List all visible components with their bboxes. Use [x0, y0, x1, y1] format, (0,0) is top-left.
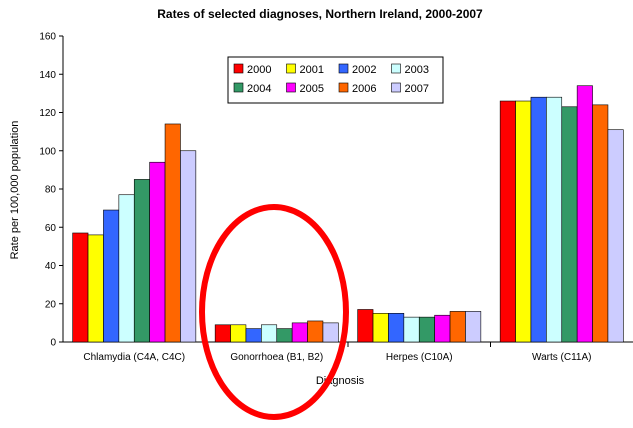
bar-2003	[118, 194, 135, 343]
bar-2007	[322, 322, 339, 343]
legend-label-2004: 2004	[247, 83, 271, 95]
chart-title: Rates of selected diagnoses, Northern Ir…	[157, 7, 483, 21]
bar-2002	[388, 313, 405, 343]
bar-2004	[418, 316, 435, 343]
bar-2004	[276, 328, 293, 343]
legend-swatch-2001	[286, 63, 296, 74]
legend-box	[227, 56, 444, 104]
y-tick-label: 140	[39, 70, 56, 81]
bar-2007	[465, 311, 482, 343]
legend-label-2001: 2001	[300, 64, 324, 76]
bar-2006	[449, 311, 466, 343]
bar-2000	[357, 309, 374, 343]
y-tick-label: 0	[50, 338, 56, 349]
legend-swatch-2005	[286, 82, 296, 93]
legend: 2000 2001 2002 2003 2004 2005 2006 2007	[227, 56, 444, 104]
x-tick-label: Chlamydia (C4A, C4C)	[83, 352, 185, 363]
bar-2001	[515, 100, 532, 343]
y-tick-label: 120	[39, 108, 56, 119]
x-tick-label: Herpes (C10A)	[386, 352, 453, 363]
highlight-ellipse	[199, 204, 349, 420]
bar-2004	[561, 106, 578, 343]
legend-swatch-2004	[233, 82, 244, 93]
bar-2007	[607, 129, 624, 343]
legend-swatch-2002	[338, 63, 349, 74]
bar-2005	[149, 161, 166, 343]
bar-2001	[372, 313, 389, 343]
y-tick-label: 160	[39, 32, 56, 43]
legend-label-2002: 2002	[352, 64, 376, 76]
bar-2006	[592, 104, 609, 343]
legend-swatch-2003	[391, 63, 401, 74]
legend-label-2007: 2007	[405, 83, 429, 95]
y-tick-label: 40	[45, 261, 57, 272]
bar-2002	[245, 328, 262, 343]
y-tick-label: 80	[45, 185, 57, 196]
y-axis-label: Rate per 100,000 population	[9, 121, 21, 260]
bar-2002	[530, 96, 547, 343]
plot-area: 0 20 40 60 80 100 120 140 160 Chlamydia (C4A, C4C…	[39, 32, 633, 363]
bar-2000	[214, 324, 231, 343]
bar-2003	[546, 96, 563, 343]
legend-swatch-2006	[338, 82, 349, 93]
bar-2005	[576, 85, 593, 343]
y-tick-label: 20	[45, 299, 57, 310]
bar-2003	[261, 324, 278, 343]
bar-2004	[133, 179, 150, 343]
bar-2006	[164, 123, 181, 343]
legend-swatch-2007	[391, 82, 401, 93]
bar-2005	[434, 314, 451, 343]
legend-label-2000: 2000	[247, 64, 271, 76]
x-tick-label: Warts (C11A)	[532, 352, 591, 363]
bar-2005	[291, 322, 308, 343]
bar-2001	[230, 324, 247, 343]
y-tick-label: 60	[45, 223, 57, 234]
legend-swatch-2000	[233, 63, 244, 74]
bar-2000	[72, 232, 89, 343]
x-tick-label: Gonorrhoea (B1, B2)	[230, 352, 323, 363]
bar-2003	[403, 316, 420, 343]
bar-2006	[307, 320, 324, 343]
legend-label-2006: 2006	[352, 83, 376, 95]
bar-2001	[87, 234, 104, 343]
bar-2002	[103, 209, 120, 343]
legend-label-2005: 2005	[300, 83, 324, 95]
y-tick-label: 100	[39, 146, 56, 157]
bar-2000	[499, 100, 516, 343]
legend-label-2003: 2003	[405, 64, 429, 76]
bar-2007	[180, 150, 197, 343]
